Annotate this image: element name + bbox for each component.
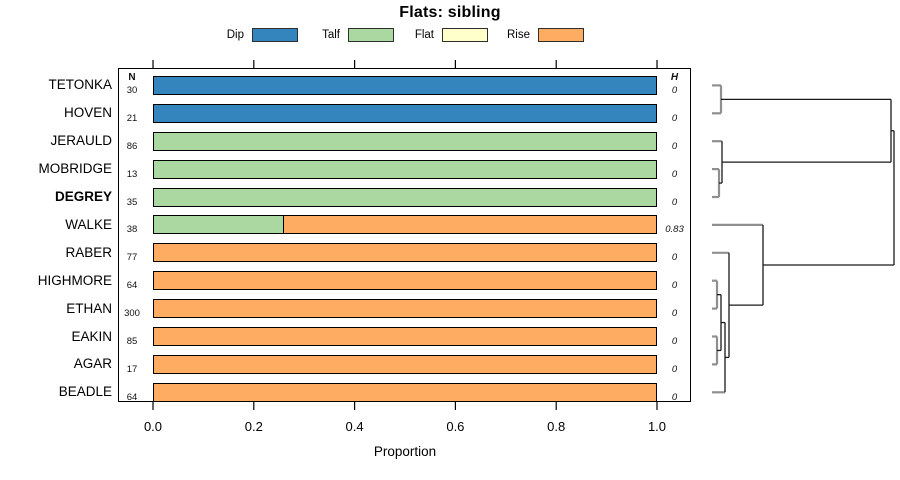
row-label-beadle: BEADLE xyxy=(58,384,112,400)
bar-segment-talf xyxy=(153,131,657,151)
row-n-value: 64 xyxy=(126,280,138,292)
legend-item-rise: Rise xyxy=(490,27,584,42)
row-n-value: 85 xyxy=(126,336,138,347)
row-n-value: 30 xyxy=(126,84,138,96)
bar-segment-rise xyxy=(153,382,657,402)
row-label-jerauld: JERAULD xyxy=(50,133,112,149)
row-n-value: 38 xyxy=(126,224,138,236)
x-tick-label: 0.2 xyxy=(244,419,263,434)
stacked-bar-degrey xyxy=(153,187,657,207)
stacked-bar-beadle xyxy=(153,382,657,402)
bar-segment-rise xyxy=(284,215,657,235)
row-label-hoven: HOVEN xyxy=(63,105,112,121)
row-h-value: 0 xyxy=(671,196,678,208)
legend-swatch-dip xyxy=(252,27,298,42)
row-label-highmore: HIGHMORE xyxy=(37,272,112,288)
x-tick-label: 1.0 xyxy=(647,419,667,434)
row-h-value: 0 xyxy=(671,308,678,320)
row-h-value: 0 xyxy=(671,280,678,292)
row-label-eakin: EAKIN xyxy=(71,328,112,344)
legend-swatch-talf xyxy=(348,27,394,42)
legend-label: Talf xyxy=(322,28,340,41)
n-column-header: N xyxy=(128,71,136,83)
row-label-ethan: ETHAN xyxy=(66,300,112,316)
stacked-bar-tetonka xyxy=(153,75,657,95)
bar-segment-dip xyxy=(153,75,657,95)
row-h-value: 0 xyxy=(671,112,678,124)
h-column-header: H xyxy=(670,71,679,83)
bar-segment-rise xyxy=(153,299,657,319)
row-label-agar: AGAR xyxy=(73,356,112,372)
row-n-value: 17 xyxy=(126,363,138,375)
row-n-value: 64 xyxy=(126,391,138,403)
bar-segment-rise xyxy=(153,354,657,374)
row-n-value: 86 xyxy=(126,140,138,152)
row-h-value: 0 xyxy=(671,168,678,180)
stacked-bar-jerauld xyxy=(153,131,657,151)
row-n-value: 13 xyxy=(126,168,138,180)
stacked-bar-mobridge xyxy=(153,159,657,179)
row-label-degrey: DEGREY xyxy=(54,189,112,204)
row-h-value: 0 xyxy=(671,252,678,264)
x-tick-label: 0.4 xyxy=(345,419,364,434)
row-n-value: 300 xyxy=(124,308,140,320)
legend-item-dip: Dip xyxy=(204,27,298,42)
row-label-raber: RABER xyxy=(65,244,112,260)
row-h-value: 0 xyxy=(671,84,678,96)
chart-title: Flats: sibling xyxy=(399,4,501,21)
row-n-value: 35 xyxy=(126,196,138,208)
stacked-bar-walke xyxy=(153,215,657,235)
stacked-bar-raber xyxy=(153,243,657,263)
bar-segment-rise xyxy=(153,327,657,346)
row-h-value: 0 xyxy=(671,140,678,152)
stacked-bar-hoven xyxy=(153,103,657,123)
legend-swatch-flat xyxy=(442,27,488,42)
legend-swatch-rise xyxy=(538,27,584,42)
x-tick-label: 0.8 xyxy=(547,419,566,434)
x-axis-label: Proportion xyxy=(373,444,437,459)
legend-label: Flat xyxy=(414,28,434,41)
bar-segment-rise xyxy=(153,271,657,291)
bar-segment-dip xyxy=(153,103,657,123)
row-label-mobridge: MOBRIDGE xyxy=(38,161,112,177)
legend-label: Rise xyxy=(506,28,530,41)
bar-segment-rise xyxy=(153,243,657,263)
row-h-value: 0 xyxy=(671,336,678,347)
bar-segment-talf xyxy=(153,159,657,179)
row-h-value: 0.83 xyxy=(665,224,684,236)
row-h-value: 0 xyxy=(671,391,678,403)
row-label-tetonka: TETONKA xyxy=(48,77,112,93)
row-n-value: 21 xyxy=(126,112,138,124)
stacked-bar-eakin xyxy=(153,327,657,346)
bar-segment-talf xyxy=(153,187,657,207)
legend-item-flat: Flat xyxy=(394,27,488,42)
stacked-bar-highmore xyxy=(153,271,657,291)
row-h-value: 0 xyxy=(671,363,678,375)
row-n-value: 77 xyxy=(126,252,138,264)
x-tick-label: 0.6 xyxy=(446,419,465,434)
bar-segment-talf xyxy=(153,215,285,235)
row-label-walke: WALKE xyxy=(65,216,112,232)
stacked-bar-agar xyxy=(153,354,657,374)
legend-item-talf: Talf xyxy=(300,27,394,42)
x-tick-label: 0.0 xyxy=(143,419,163,434)
stacked-bar-ethan xyxy=(153,299,657,319)
legend-label: Dip xyxy=(226,28,244,41)
